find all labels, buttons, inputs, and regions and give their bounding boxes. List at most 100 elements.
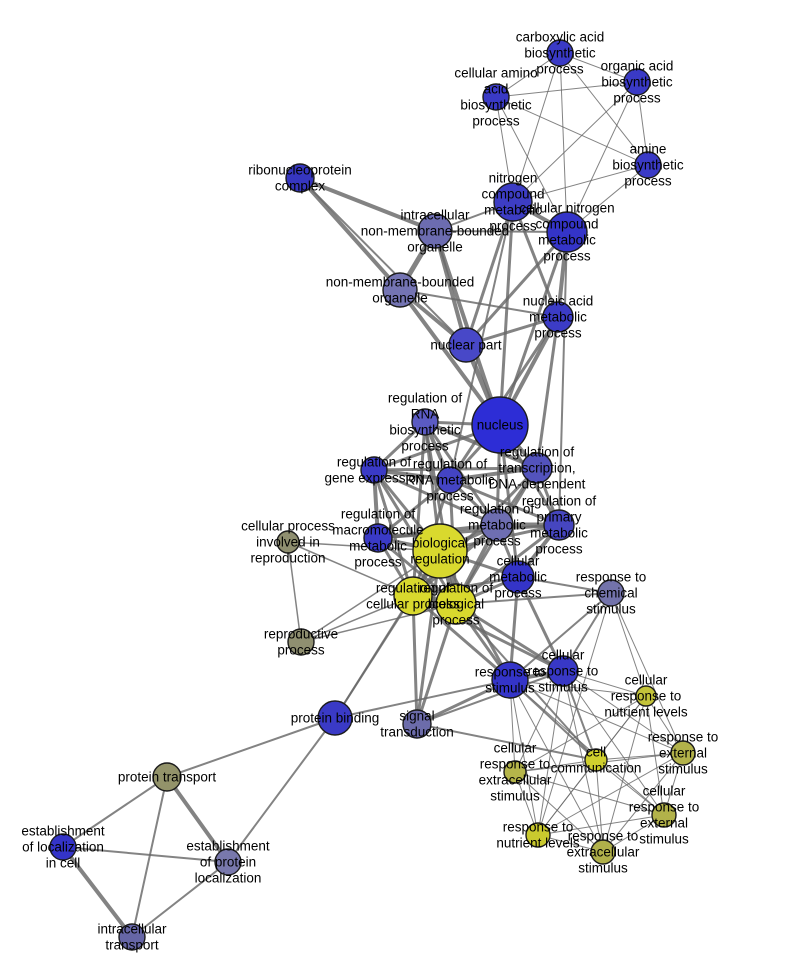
edge-cc-rnl[interactable] bbox=[537, 759, 597, 836]
edge-rge-rcp[interactable] bbox=[372, 468, 415, 598]
edge-cpr-rp[interactable] bbox=[287, 541, 302, 643]
edge-rs-cexs[interactable] bbox=[509, 679, 665, 816]
edge-crs-cc[interactable] bbox=[562, 670, 597, 761]
node-rmm[interactable]: regulation of macromolecule metabolic pr… bbox=[363, 523, 393, 553]
edge-rnp-inmb[interactable] bbox=[298, 176, 437, 233]
node-pb[interactable]: protein binding bbox=[317, 700, 353, 736]
edge-rcs-res[interactable] bbox=[610, 592, 684, 754]
node-rge[interactable]: regulation of gene expression bbox=[360, 456, 388, 484]
edge-rs-cc[interactable] bbox=[509, 679, 597, 761]
edge-elc-epl[interactable] bbox=[62, 846, 229, 863]
edge-nam-rtd[interactable] bbox=[535, 315, 560, 470]
edge-cc-rexs[interactable] bbox=[595, 759, 604, 853]
edge-rbp-crs[interactable] bbox=[454, 602, 565, 673]
edge-rge-rm[interactable] bbox=[372, 468, 499, 527]
node-rm[interactable]: regulation of metabolic process bbox=[480, 508, 514, 542]
edge-br-st[interactable] bbox=[415, 549, 442, 726]
node-res[interactable]: response to external stimulus bbox=[670, 740, 696, 766]
edge-cc-res[interactable] bbox=[595, 752, 684, 761]
edge-st-crs[interactable] bbox=[416, 670, 564, 725]
node-rcp[interactable]: regulation of cellular process bbox=[393, 576, 433, 616]
node-caa[interactable]: cellular amino acid biosynthetic process bbox=[482, 83, 510, 111]
node-cpr[interactable]: cellular process involved in reproductio… bbox=[276, 530, 300, 554]
edge-rcp-rp[interactable] bbox=[300, 595, 414, 643]
edge-crs-rnl[interactable] bbox=[537, 670, 564, 836]
edge-nc-nu[interactable] bbox=[498, 200, 515, 427]
node-nc[interactable]: nitrogen compound metabolic process bbox=[493, 182, 533, 222]
edge-ca-am[interactable] bbox=[559, 52, 649, 166]
node-epl[interactable]: establishment of protein localization bbox=[214, 848, 242, 876]
node-cc[interactable]: cell communication bbox=[584, 748, 608, 772]
edge-crnl-cc[interactable] bbox=[595, 695, 647, 761]
node-br[interactable]: biological regulation bbox=[412, 523, 468, 579]
edge-rrm-rmm[interactable] bbox=[376, 478, 452, 540]
edge-ca-nc[interactable] bbox=[512, 52, 561, 203]
edge-epl-it[interactable] bbox=[131, 861, 229, 938]
edge-rnp-nmb[interactable] bbox=[298, 176, 402, 292]
node-nam[interactable]: nucleic acid metabolic process bbox=[542, 301, 574, 333]
edge-rcp-st[interactable] bbox=[411, 594, 419, 726]
edge-oa-nc[interactable] bbox=[512, 81, 638, 203]
node-cexs[interactable]: cellular response to external stimulus bbox=[651, 802, 677, 828]
node-rbp[interactable]: regulation of biological process bbox=[435, 583, 477, 625]
node-rnl[interactable]: response to nutrient levels bbox=[525, 822, 551, 848]
edge-caa-oa[interactable] bbox=[495, 81, 638, 98]
edge-caa-cnc[interactable] bbox=[495, 96, 568, 233]
node-rtd[interactable]: regulation of transcription, DNA-depende… bbox=[521, 452, 553, 484]
edge-crnl-cres[interactable] bbox=[514, 695, 647, 773]
node-rs[interactable]: response to stimulus bbox=[491, 661, 529, 699]
edge-caa-am[interactable] bbox=[495, 96, 649, 166]
edge-cnc-rpm[interactable] bbox=[558, 231, 568, 526]
edge-rrm-rpm[interactable] bbox=[448, 478, 561, 527]
edge-nc-nam[interactable] bbox=[511, 200, 560, 319]
node-pt[interactable]: protein transport bbox=[152, 762, 182, 792]
node-cm[interactable]: cellular metabolic process bbox=[501, 560, 535, 594]
node-rrb[interactable]: regulation of RNA biosynthetic process bbox=[411, 408, 439, 436]
edge-inmb-cnc[interactable] bbox=[434, 230, 568, 233]
node-elc[interactable]: establishment of localization in cell bbox=[49, 833, 77, 861]
edge-cc-st[interactable] bbox=[416, 723, 597, 761]
edge-am-nc[interactable] bbox=[512, 164, 649, 203]
node-am[interactable]: amine biosynthetic process bbox=[634, 151, 662, 179]
edge-rs-rnl[interactable] bbox=[509, 679, 539, 836]
edge-rbp-rp[interactable] bbox=[300, 603, 457, 643]
node-nu[interactable]: nucleus bbox=[471, 396, 529, 454]
node-rcs[interactable]: response to chemical stimulus bbox=[597, 579, 625, 607]
node-np[interactable]: nuclear part bbox=[448, 327, 484, 363]
edge-rbp-rcs[interactable] bbox=[455, 592, 612, 605]
edge-crs-res[interactable] bbox=[562, 670, 684, 754]
edge-rcs-crnl[interactable] bbox=[610, 592, 647, 697]
edge-pt-epl[interactable] bbox=[165, 775, 230, 864]
edge-np-nc[interactable] bbox=[464, 200, 515, 347]
edge-crs-cres[interactable] bbox=[514, 670, 564, 773]
node-nmb[interactable]: non-membrane-bounded organelle bbox=[382, 272, 418, 308]
edge-crs-cexs[interactable] bbox=[562, 670, 665, 816]
edge-rbp-st[interactable] bbox=[415, 602, 458, 726]
node-oa[interactable]: organic acid biosynthetic process bbox=[623, 68, 651, 96]
edge-rcp-pb[interactable] bbox=[334, 595, 414, 719]
edge-ca-oa[interactable] bbox=[559, 52, 638, 83]
edge-res-rexs[interactable] bbox=[602, 752, 684, 853]
edge-pb-epl[interactable] bbox=[227, 717, 336, 863]
edge-rnp-np[interactable] bbox=[299, 177, 467, 346]
edge-pt-it[interactable] bbox=[131, 776, 168, 938]
node-inmb[interactable]: intracellular non-membrane-bounded organ… bbox=[417, 213, 453, 249]
edge-pb-pt[interactable] bbox=[166, 717, 336, 778]
edge-rs-res[interactable] bbox=[509, 679, 684, 754]
edge-cc-cexs[interactable] bbox=[595, 759, 665, 816]
node-crs[interactable]: cellular response to stimulus bbox=[547, 655, 579, 687]
edge-oa-am[interactable] bbox=[636, 81, 649, 166]
edge-cres-rexs[interactable] bbox=[514, 771, 604, 853]
edge-pt-elc[interactable] bbox=[62, 776, 168, 848]
edge-elc-it[interactable] bbox=[61, 845, 134, 939]
edge-rpm-rmm[interactable] bbox=[376, 523, 561, 540]
edge-cm-crs[interactable] bbox=[516, 575, 565, 673]
edge-cnc-nu[interactable] bbox=[498, 230, 569, 427]
edge-oa-cnc[interactable] bbox=[566, 81, 638, 233]
edge-rcs-rs[interactable] bbox=[509, 592, 612, 681]
edge-pb-rs[interactable] bbox=[334, 679, 511, 719]
node-ca[interactable]: carboxylic acid biosynthetic process bbox=[546, 39, 574, 67]
edge-res-rnl[interactable] bbox=[537, 752, 684, 836]
edge-cexs-rnl[interactable] bbox=[537, 814, 665, 836]
